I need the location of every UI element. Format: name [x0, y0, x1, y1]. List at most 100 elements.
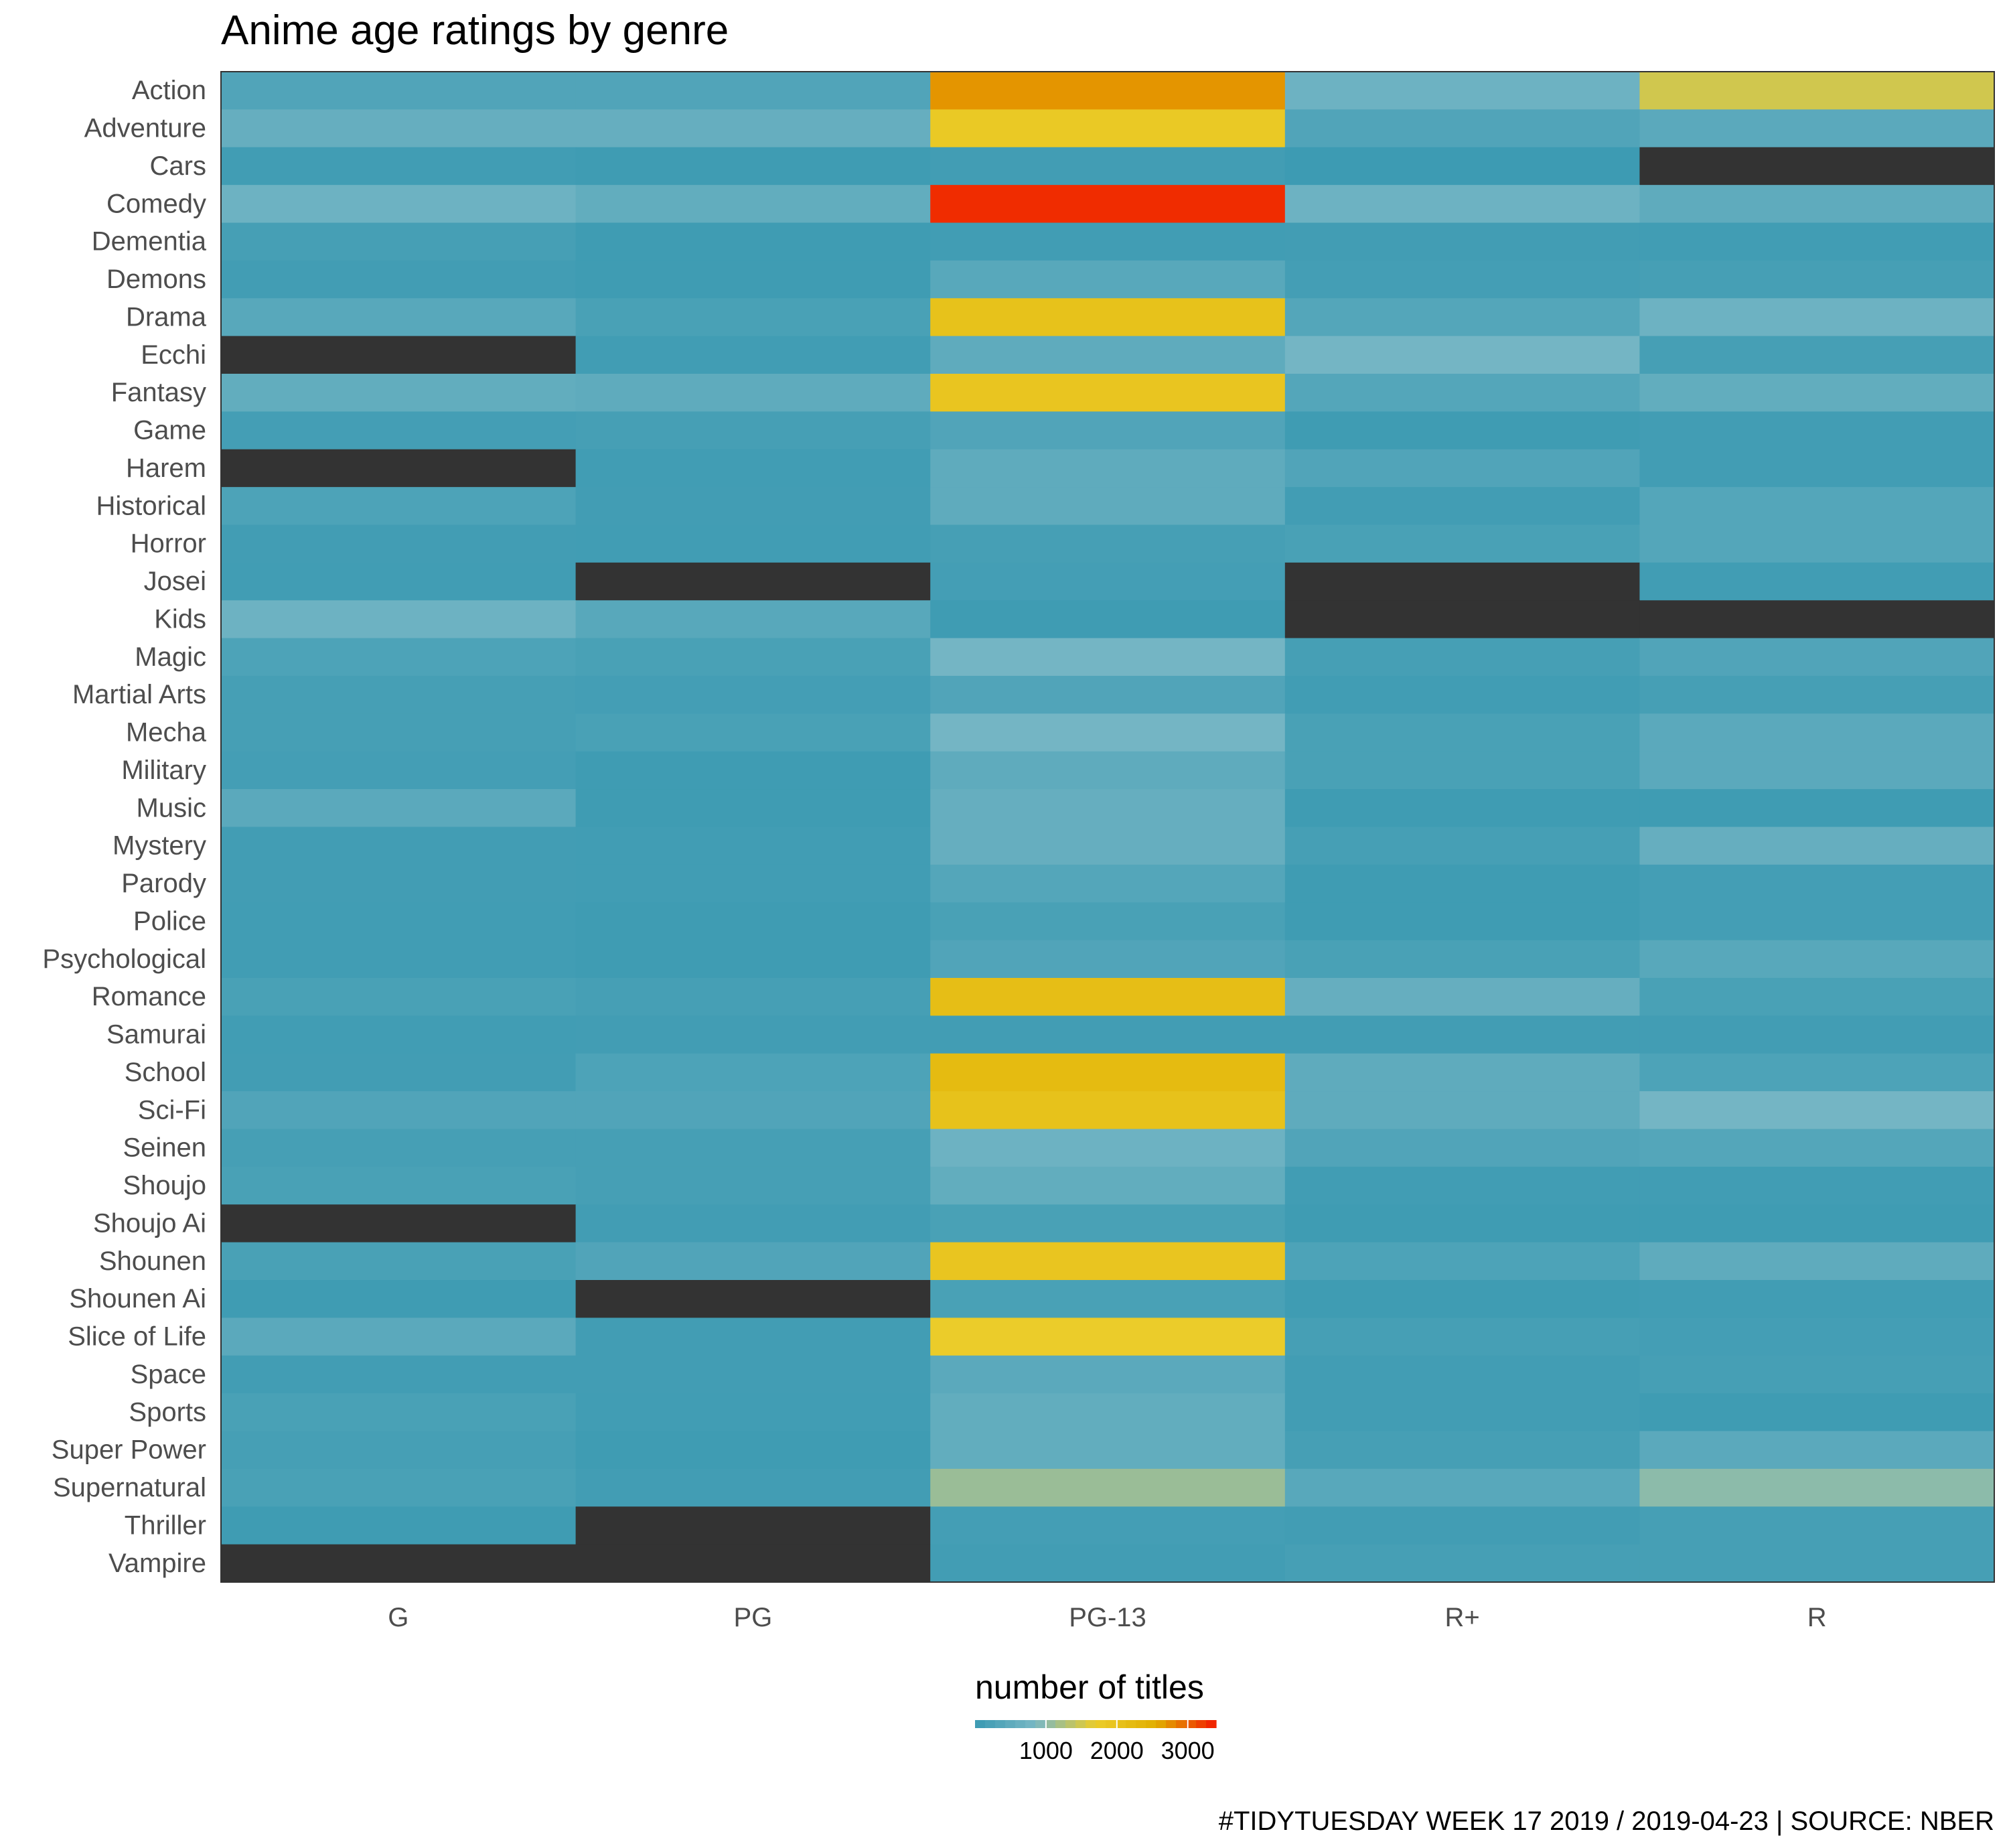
heatmap-cell	[1639, 1544, 1995, 1583]
legend-colorbar-segment	[1025, 1720, 1036, 1728]
heatmap-cell	[1639, 638, 1995, 677]
y-tick-label: Space	[131, 1360, 206, 1389]
y-tick-label: Romance	[92, 982, 206, 1011]
heatmap-cell	[1284, 1280, 1640, 1318]
heatmap-cell	[1284, 600, 1640, 639]
y-tick-label: Shoujo Ai	[93, 1208, 206, 1238]
heatmap-cell	[930, 1468, 1286, 1507]
heatmap-cell	[1639, 109, 1995, 148]
y-tick-label: Music	[137, 793, 206, 823]
heatmap-cell	[930, 449, 1286, 488]
legend-tick-label: 3000	[1161, 1737, 1215, 1764]
heatmap-cell	[930, 374, 1286, 412]
heatmap-cell	[1284, 1431, 1640, 1470]
heatmap-cell	[221, 109, 577, 148]
heatmap-cell	[221, 185, 577, 224]
y-tick-label: Psychological	[42, 944, 206, 974]
heatmap-cell	[1284, 827, 1640, 865]
heatmap-cell	[575, 222, 931, 261]
heatmap-cell	[575, 487, 931, 526]
color-legend: number of titles 1000 2000 3000	[975, 1668, 1217, 1764]
heatmap-cell	[221, 1544, 577, 1583]
heatmap-cell	[575, 147, 931, 186]
y-axis-labels: Action Adventure Cars Comedy Dementia Demons D…	[42, 76, 206, 1578]
heatmap-cell	[221, 1129, 577, 1167]
legend-colorbar-segment	[1196, 1720, 1207, 1728]
legend-tick-label: 1000	[1019, 1737, 1073, 1764]
heatmap-cell	[221, 336, 577, 374]
y-tick-label: Shounen	[99, 1247, 206, 1276]
y-tick-label: Historical	[96, 491, 206, 520]
legend-colorbar-segment	[1156, 1720, 1167, 1728]
heatmap-cell	[1639, 1431, 1995, 1470]
heatmap-cell	[575, 751, 931, 790]
heatmap-cell	[221, 449, 577, 488]
y-tick-label: Martial Arts	[72, 680, 206, 709]
heatmap-cell	[930, 1204, 1286, 1243]
heatmap-cell	[1639, 222, 1995, 261]
heatmap-cell	[1284, 789, 1640, 828]
legend-colorbar	[975, 1720, 1217, 1728]
heatmap-cell	[221, 411, 577, 450]
heatmap-cell	[1284, 524, 1640, 563]
heatmap-cell	[575, 1166, 931, 1205]
heatmap-cell	[1284, 449, 1640, 488]
y-tick-label: Demons	[106, 265, 206, 294]
heatmap-cell	[1639, 1318, 1995, 1356]
heatmap-cell	[1284, 1393, 1640, 1432]
heatmap-cell	[1284, 185, 1640, 224]
heatmap-cell	[930, 864, 1286, 903]
legend-colorbar-segment	[1136, 1720, 1146, 1728]
heatmap-cell	[1284, 1129, 1640, 1167]
heatmap-cell	[575, 374, 931, 412]
legend-colorbar-segment	[1075, 1720, 1086, 1728]
heatmap-cell	[221, 1280, 577, 1318]
heatmap-cell	[1639, 374, 1995, 412]
heatmap-cell	[1284, 298, 1640, 337]
heatmap-cell	[1639, 1129, 1995, 1167]
heatmap-cell	[930, 524, 1286, 563]
heatmap-cell	[930, 1318, 1286, 1356]
heatmap-cell	[1639, 751, 1995, 790]
heatmap-cell	[930, 638, 1286, 677]
heatmap-cell	[1639, 600, 1995, 639]
heatmap-cell	[1284, 1506, 1640, 1545]
legend-colorbar-segment	[975, 1720, 986, 1728]
legend-colorbar-segment	[1186, 1720, 1197, 1728]
heatmap-cell	[930, 1091, 1286, 1130]
heatmap-cell	[1284, 713, 1640, 752]
heatmap-cell	[221, 1015, 577, 1054]
heatmap-cell	[221, 524, 577, 563]
heatmap-cell	[930, 1355, 1286, 1394]
heatmap-cell	[575, 298, 931, 337]
legend-colorbar-segment	[1035, 1720, 1046, 1728]
legend-colorbar-segment	[1126, 1720, 1136, 1728]
heatmap-cell	[575, 562, 931, 601]
heatmap-cell	[575, 902, 931, 941]
heatmap-cell	[575, 638, 931, 677]
heatmap-cell	[1639, 827, 1995, 865]
heatmap-cell	[575, 1280, 931, 1318]
heatmap-cell	[221, 487, 577, 526]
heatmap-cell	[221, 864, 577, 903]
x-tick-label: R+	[1444, 1603, 1479, 1632]
heatmap-cell	[1284, 1468, 1640, 1507]
heatmap-cell	[575, 1318, 931, 1356]
heatmap-cell	[221, 1431, 577, 1470]
heatmap-cell	[930, 940, 1286, 979]
heatmap-cell	[575, 713, 931, 752]
legend-colorbar-segment	[1096, 1720, 1106, 1728]
y-tick-label: Comedy	[106, 189, 206, 218]
heatmap-cell	[1639, 524, 1995, 563]
heatmap-cell	[1639, 676, 1995, 714]
heatmap-cell	[1639, 1053, 1995, 1092]
heatmap-cell	[1639, 789, 1995, 828]
y-tick-label: Shounen Ai	[69, 1284, 206, 1313]
y-tick-label: Super Power	[52, 1435, 206, 1465]
legend-colorbar-segment	[1106, 1720, 1116, 1728]
heatmap-cell	[575, 789, 931, 828]
heatmap-cell	[575, 978, 931, 1016]
heatmap-cell	[930, 751, 1286, 790]
legend-colorbar-segment	[1045, 1720, 1056, 1728]
